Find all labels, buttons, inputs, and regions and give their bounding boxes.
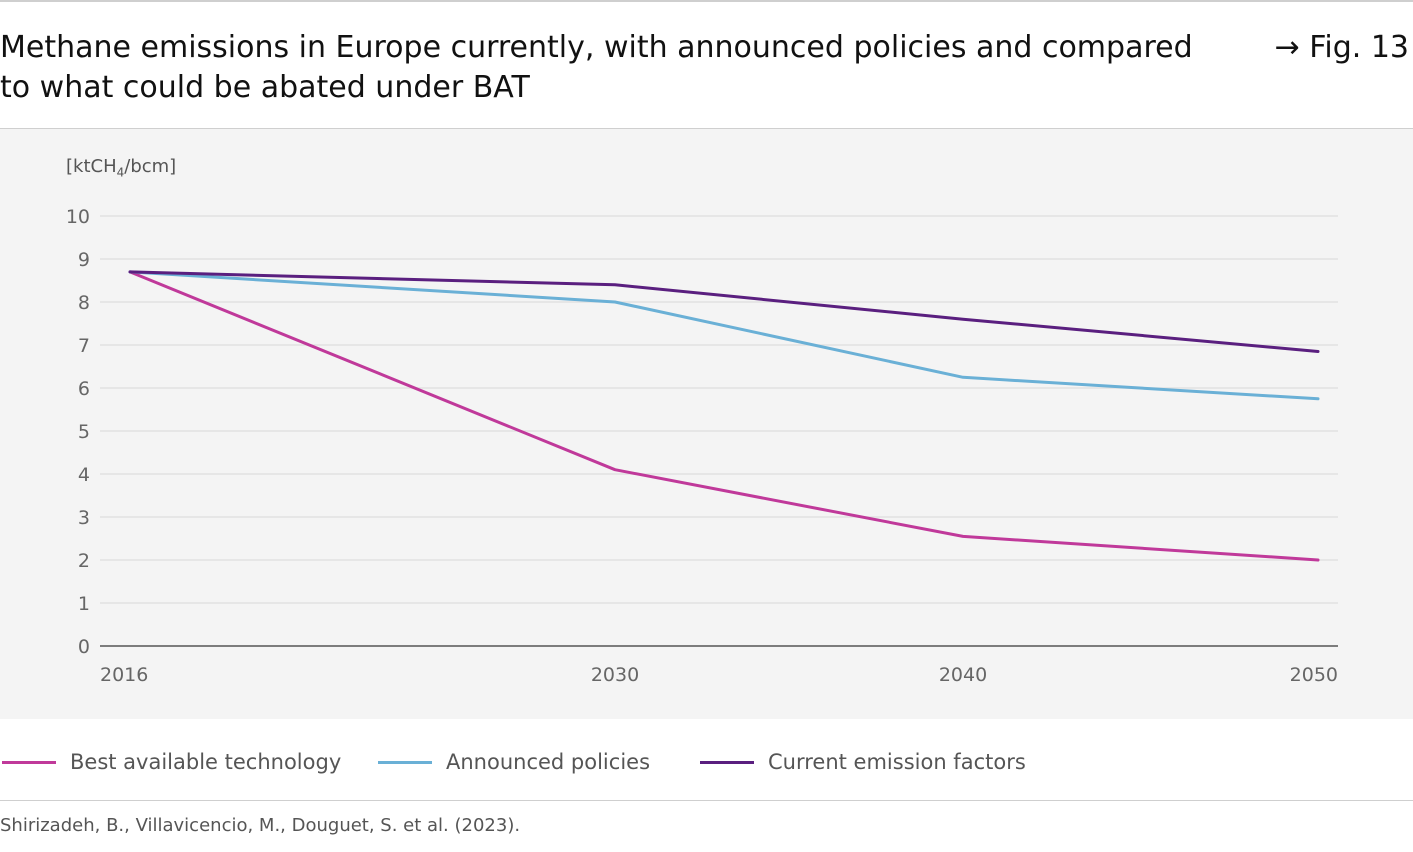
plot-background <box>0 129 1413 719</box>
series-line-bat <box>128 270 1320 562</box>
legend-swatch-bat <box>2 760 56 764</box>
legend-swatch-announced <box>378 760 432 764</box>
y-axis-unit-label: [ktCH4/bcm] <box>66 156 176 180</box>
x-tick-labels: 2016 2030 2040 2050 <box>100 664 1338 686</box>
title-rule <box>0 128 1413 129</box>
legend-label-bat: Best available technology <box>70 750 342 774</box>
y-tick-label: 1 <box>78 593 90 615</box>
legend-item-announced: Announced policies <box>378 745 650 779</box>
unit-main: [ktCH <box>66 156 117 177</box>
series-line-current <box>128 270 1320 353</box>
legend-item-bat: Best available technology <box>2 745 341 779</box>
figure-reference: → Fig. 13 <box>1274 30 1409 65</box>
y-tick-label: 8 <box>78 292 90 314</box>
y-tick-label: 6 <box>78 378 90 400</box>
chart-title: Methane emissions in Europe currently, w… <box>0 30 1193 105</box>
y-tick-label: 3 <box>78 507 90 529</box>
legend-label-announced: Announced policies <box>446 750 651 774</box>
unit-subscript: 4 <box>116 165 125 180</box>
legend-swatch-current <box>700 760 754 764</box>
x-tick-label: 2050 <box>1290 664 1338 686</box>
y-tick-labels: 0 1 2 3 4 5 6 7 8 9 10 <box>66 206 90 658</box>
legend: Best available technology Announced poli… <box>0 745 1413 779</box>
source-rule <box>0 800 1413 801</box>
y-tick-label: 9 <box>78 249 90 271</box>
legend-label-current: Current emission factors <box>768 750 1026 774</box>
top-rule <box>0 0 1413 2</box>
y-tick-label: 7 <box>78 335 90 357</box>
y-tick-label: 2 <box>78 550 90 572</box>
y-tick-label: 5 <box>78 421 90 443</box>
unit-end: /bcm] <box>124 156 177 177</box>
x-tick-label: 2030 <box>591 664 639 686</box>
y-tick-label: 0 <box>78 636 90 658</box>
legend-item-current: Current emission factors <box>700 745 1026 779</box>
x-tick-label: 2040 <box>939 664 987 686</box>
series-line-announced <box>128 270 1320 401</box>
series-lines <box>128 270 1320 562</box>
x-tick-label: 2016 <box>100 664 148 686</box>
line-chart: 0 1 2 3 4 5 6 7 8 9 10 2016 2030 2040 2050 <box>66 206 1338 686</box>
source-citation: Shirizadeh, B., Villavicencio, M., Dougu… <box>0 815 521 836</box>
y-tick-label: 4 <box>78 464 90 486</box>
y-tick-label: 10 <box>66 206 90 228</box>
